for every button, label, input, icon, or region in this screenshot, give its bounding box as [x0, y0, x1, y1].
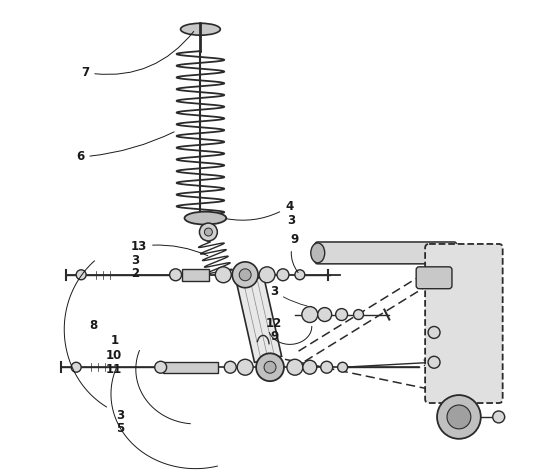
Circle shape — [259, 267, 275, 283]
Text: 9: 9 — [290, 233, 298, 273]
Circle shape — [233, 262, 258, 288]
Text: 9: 9 — [270, 331, 278, 343]
Text: 2: 2 — [131, 267, 139, 280]
Circle shape — [437, 395, 481, 439]
Circle shape — [215, 267, 231, 283]
Circle shape — [318, 308, 332, 322]
Circle shape — [428, 326, 440, 338]
Text: 10: 10 — [106, 349, 122, 362]
Text: 3: 3 — [270, 285, 307, 306]
Text: 5: 5 — [116, 422, 124, 435]
Circle shape — [155, 361, 166, 373]
Circle shape — [447, 405, 471, 429]
Circle shape — [493, 411, 505, 423]
FancyBboxPatch shape — [425, 244, 503, 403]
Circle shape — [338, 362, 348, 372]
Polygon shape — [181, 269, 209, 281]
Circle shape — [224, 361, 236, 373]
Circle shape — [237, 359, 253, 375]
Text: 8: 8 — [89, 320, 98, 332]
Text: 6: 6 — [76, 132, 174, 163]
Circle shape — [204, 228, 212, 236]
Circle shape — [354, 310, 364, 320]
Polygon shape — [236, 277, 282, 362]
Circle shape — [76, 270, 86, 280]
Circle shape — [239, 269, 251, 281]
Ellipse shape — [181, 23, 220, 35]
Text: 11: 11 — [106, 363, 122, 376]
Circle shape — [321, 361, 333, 373]
Circle shape — [287, 359, 303, 375]
Circle shape — [302, 306, 318, 323]
Text: 3: 3 — [287, 214, 295, 227]
Circle shape — [428, 356, 440, 368]
Text: 3: 3 — [116, 409, 124, 422]
Text: 3: 3 — [131, 254, 139, 267]
FancyBboxPatch shape — [416, 267, 452, 289]
Ellipse shape — [311, 243, 325, 263]
Text: 1: 1 — [111, 334, 119, 347]
Text: 7: 7 — [81, 31, 194, 79]
Ellipse shape — [185, 212, 226, 225]
Circle shape — [264, 361, 276, 373]
Polygon shape — [163, 362, 218, 373]
Circle shape — [256, 353, 284, 381]
Text: 12: 12 — [266, 317, 282, 331]
Text: 13: 13 — [131, 240, 208, 256]
FancyBboxPatch shape — [315, 242, 457, 264]
Circle shape — [295, 270, 305, 280]
Circle shape — [71, 362, 81, 372]
Text: 4: 4 — [226, 200, 293, 220]
Circle shape — [303, 360, 317, 374]
Circle shape — [336, 309, 348, 321]
Circle shape — [199, 223, 217, 241]
Circle shape — [277, 269, 289, 281]
Circle shape — [170, 269, 181, 281]
